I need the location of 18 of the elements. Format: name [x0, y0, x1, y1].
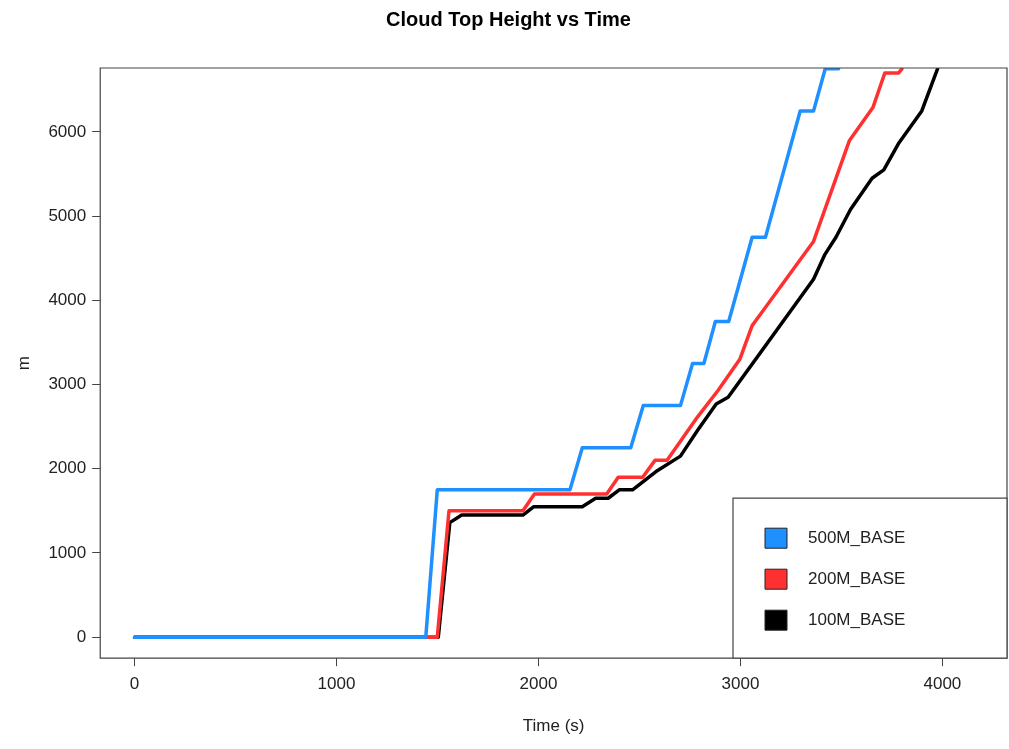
y-tick-label: 0 — [76, 626, 87, 646]
x-tick-label: 2000 — [519, 674, 558, 694]
y-tick-label: 6000 — [48, 121, 87, 141]
legend-label: 100M_BASE — [808, 609, 906, 629]
y-tick-label: 2000 — [48, 458, 87, 478]
y-axis-title: m — [13, 356, 33, 371]
x-axis-title: Time (s) — [522, 716, 585, 736]
chart-title: Cloud Top Height vs Time — [386, 7, 631, 30]
x-tick-label: 3000 — [721, 674, 760, 694]
x-tick-label: 1000 — [317, 674, 356, 694]
legend-label: 500M_BASE — [808, 527, 906, 547]
y-tick-label: 3000 — [48, 374, 87, 394]
y-tick-label: 5000 — [48, 205, 87, 225]
x-tick-label: 4000 — [923, 674, 962, 694]
y-tick-label: 1000 — [48, 542, 87, 562]
x-tick-label: 0 — [129, 674, 140, 694]
legend-label: 200M_BASE — [808, 568, 906, 588]
y-tick-label: 4000 — [48, 290, 87, 310]
